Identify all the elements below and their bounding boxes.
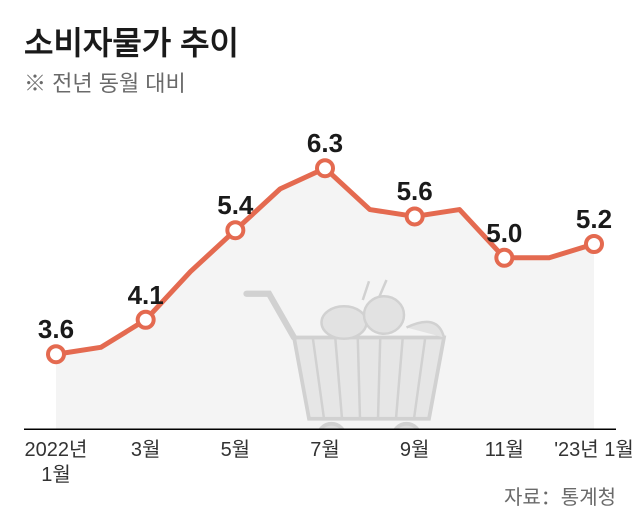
value-label: 4.1	[128, 280, 164, 311]
chart-title: 소비자물가 추이	[24, 18, 239, 64]
value-label: 6.3	[307, 128, 343, 159]
data-marker	[586, 236, 602, 252]
chart-subtitle: ※ 전년 동월 대비	[24, 66, 186, 98]
chart-source: 자료：통계청	[504, 481, 616, 510]
xaxis-label: 7월	[310, 438, 340, 463]
xaxis-label: 11월	[485, 438, 524, 463]
xaxis-label: 5월	[221, 438, 251, 463]
xaxis-label: '23년 1월	[554, 438, 634, 463]
value-label: 5.2	[576, 204, 612, 235]
data-marker	[407, 208, 423, 224]
value-label: 3.6	[38, 314, 74, 345]
data-marker	[496, 250, 512, 266]
cpi-trend-chart: 소비자물가 추이 ※ 전년 동월 대비 2022년1월 3월 5월 7월 9월 11월 '2…	[0, 0, 640, 520]
xaxis-label: 2022년1월	[25, 438, 88, 488]
value-label: 5.0	[486, 218, 522, 249]
value-label: 5.6	[397, 176, 433, 207]
xaxis-label: 9월	[400, 438, 430, 463]
data-marker	[138, 312, 154, 328]
data-marker	[48, 346, 64, 362]
value-label: 5.4	[217, 190, 253, 221]
data-marker	[227, 222, 243, 238]
data-marker	[317, 160, 333, 176]
xaxis-label: 3월	[131, 438, 161, 463]
